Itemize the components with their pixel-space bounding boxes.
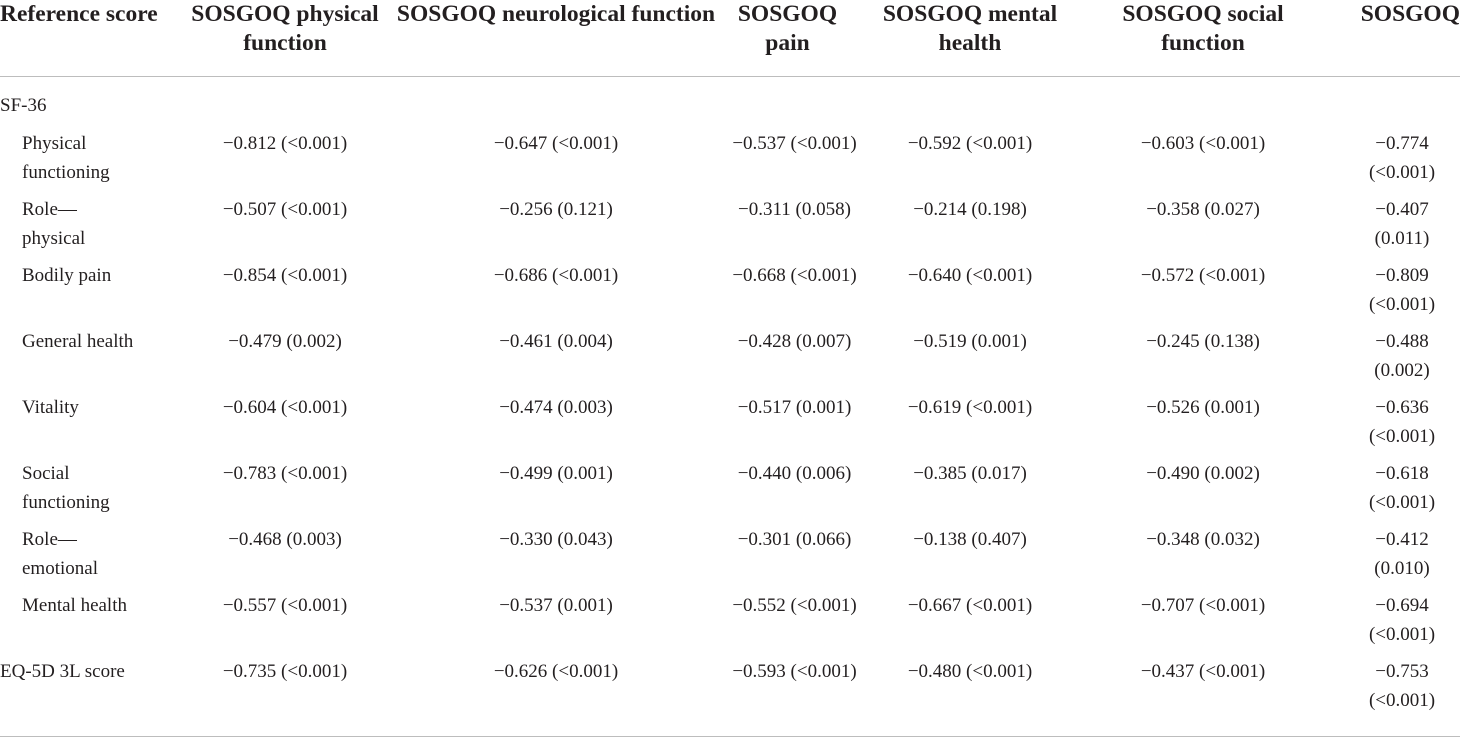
- cell-social-function: −0.437 (<0.001): [1140, 661, 1266, 682]
- cell-social-function: −0.490 (0.002): [1146, 463, 1260, 484]
- header-physical-function: SOSGOQ physical function: [191, 1, 379, 56]
- cell-value: −0.809 (<0.001): [1368, 265, 1436, 315]
- cell-neurological-function: −0.626 (<0.001): [493, 661, 619, 682]
- table-row: Vitality −0.604 (<0.001) −0.474 (0.003) −0.…: [0, 393, 1460, 459]
- cell-value: −0.407 (0.011): [1374, 199, 1430, 249]
- cell-social-function: −0.572 (<0.001): [1140, 265, 1266, 286]
- cell-total: −0.488 (0.002): [1324, 327, 1460, 393]
- table-body: SF-36 Physical functioning −0.812 (<0.001)…: [0, 77, 1460, 723]
- cell-mental-health: −0.640 (<0.001): [907, 265, 1033, 286]
- table-row: Mental health −0.557 (<0.001) −0.537 (0.00…: [0, 591, 1460, 657]
- cell-mental-health: −0.667 (<0.001): [907, 595, 1033, 616]
- header-reference-score: Reference score: [0, 1, 158, 27]
- cell-value: −0.488 (0.002): [1374, 331, 1430, 381]
- cell-physical-function: −0.812 (<0.001): [222, 133, 348, 154]
- row-label: Mental health: [22, 595, 127, 616]
- cell-mental-health: −0.592 (<0.001): [907, 133, 1033, 154]
- cell-total: −0.753 (<0.001): [1324, 657, 1460, 723]
- cell-mental-health: −0.480 (<0.001): [907, 661, 1033, 682]
- cell-pain: −0.517 (0.001): [737, 397, 852, 418]
- cell-pain: −0.301 (0.066): [737, 529, 852, 550]
- section-label: SF-36: [0, 95, 47, 116]
- row-label: Physical functioning: [22, 133, 110, 183]
- cell-value: −0.694 (<0.001): [1368, 595, 1436, 645]
- cell-pain: −0.537 (<0.001): [732, 133, 857, 154]
- header-mental-health: SOSGOQ mental health: [882, 1, 1058, 56]
- cell-neurological-function: −0.330 (0.043): [499, 529, 613, 550]
- section-row-sf36: SF-36: [0, 91, 1460, 126]
- cell-total: −0.618 (<0.001): [1324, 459, 1460, 525]
- cell-pain: −0.311 (0.058): [738, 199, 851, 220]
- cell-social-function: −0.707 (<0.001): [1140, 595, 1266, 616]
- cell-neurological-function: −0.537 (0.001): [499, 595, 613, 616]
- cell-pain: −0.428 (0.007): [737, 331, 852, 352]
- cell-social-function: −0.526 (0.001): [1146, 397, 1260, 418]
- cell-mental-health: −0.385 (0.017): [913, 463, 1027, 484]
- table-row: EQ-5D 3L score −0.735 (<0.001) −0.626 (<0.…: [0, 657, 1460, 723]
- cell-pain: −0.593 (<0.001): [732, 661, 857, 682]
- row-label: Bodily pain: [22, 265, 112, 286]
- cell-neurological-function: −0.647 (<0.001): [493, 133, 619, 154]
- table-row: Role—physical −0.507 (<0.001) −0.256 (0.12…: [0, 195, 1460, 261]
- cell-total: −0.809 (<0.001): [1324, 261, 1460, 327]
- cell-pain: −0.668 (<0.001): [732, 265, 857, 286]
- header-total: SOSGOQ: [1360, 1, 1460, 27]
- table-header: Reference score SOSGOQ physical function…: [0, 0, 1460, 77]
- row-label: Social functioning: [22, 463, 110, 513]
- table-row: Social functioning −0.783 (<0.001) −0.499 …: [0, 459, 1460, 525]
- cell-pain: −0.440 (0.006): [737, 463, 852, 484]
- cell-neurological-function: −0.256 (0.121): [499, 199, 613, 220]
- table-row: Role—emotional −0.468 (0.003) −0.330 (0.04…: [0, 525, 1460, 591]
- cell-neurological-function: −0.474 (0.003): [499, 397, 613, 418]
- cell-physical-function: −0.507 (<0.001): [222, 199, 348, 220]
- cell-neurological-function: −0.461 (0.004): [499, 331, 613, 352]
- cell-social-function: −0.348 (0.032): [1146, 529, 1260, 550]
- table-row: Physical functioning −0.812 (<0.001) −0.64…: [0, 129, 1460, 195]
- cell-total: −0.636 (<0.001): [1324, 393, 1460, 459]
- row-label: Role—emotional: [22, 529, 98, 579]
- table-row: Bodily pain −0.854 (<0.001) −0.686 (<0.001…: [0, 261, 1460, 327]
- cell-value: −0.774 (<0.001): [1368, 133, 1436, 183]
- cell-social-function: −0.358 (0.027): [1146, 199, 1260, 220]
- cell-value: −0.636 (<0.001): [1368, 397, 1436, 447]
- cell-neurological-function: −0.499 (0.001): [499, 463, 613, 484]
- cell-mental-health: −0.519 (0.001): [913, 331, 1027, 352]
- cell-physical-function: −0.783 (<0.001): [222, 463, 348, 484]
- row-label: EQ-5D 3L score: [0, 661, 125, 682]
- cell-social-function: −0.245 (0.138): [1146, 331, 1260, 352]
- row-label: Vitality: [22, 397, 79, 418]
- cell-mental-health: −0.619 (<0.001): [907, 397, 1033, 418]
- cell-total: −0.774 (<0.001): [1324, 129, 1460, 195]
- table-row: General health −0.479 (0.002) −0.461 (0.00…: [0, 327, 1460, 393]
- header-spacer: [0, 77, 1460, 91]
- correlation-table: Reference score SOSGOQ physical function…: [0, 0, 1460, 723]
- cell-mental-health: −0.214 (0.198): [913, 199, 1027, 220]
- cell-value: −0.753 (<0.001): [1368, 661, 1436, 711]
- cell-mental-health: −0.138 (0.407): [913, 529, 1027, 550]
- row-label: Role—physical: [22, 199, 86, 249]
- cell-total: −0.407 (0.011): [1324, 195, 1460, 261]
- cell-value: −0.412 (0.010): [1374, 529, 1430, 579]
- cell-physical-function: −0.604 (<0.001): [222, 397, 348, 418]
- header-pain: SOSGOQ pain: [737, 1, 838, 56]
- table-bottom-rule: [0, 736, 1460, 737]
- cell-pain: −0.552 (<0.001): [732, 595, 857, 616]
- cell-neurological-function: −0.686 (<0.001): [493, 265, 619, 286]
- header-social-function: SOSGOQ social function: [1122, 1, 1284, 56]
- row-label: General health: [22, 331, 134, 352]
- cell-physical-function: −0.479 (0.002): [228, 331, 342, 352]
- cell-physical-function: −0.854 (<0.001): [222, 265, 348, 286]
- cell-total: −0.412 (0.010): [1324, 525, 1460, 591]
- cell-value: −0.618 (<0.001): [1368, 463, 1436, 513]
- cell-total: −0.694 (<0.001): [1324, 591, 1460, 657]
- cell-physical-function: −0.735 (<0.001): [222, 661, 348, 682]
- header-neurological-function: SOSGOQ neurological function: [396, 1, 716, 27]
- cell-physical-function: −0.557 (<0.001): [222, 595, 348, 616]
- cell-social-function: −0.603 (<0.001): [1140, 133, 1266, 154]
- cell-physical-function: −0.468 (0.003): [228, 529, 342, 550]
